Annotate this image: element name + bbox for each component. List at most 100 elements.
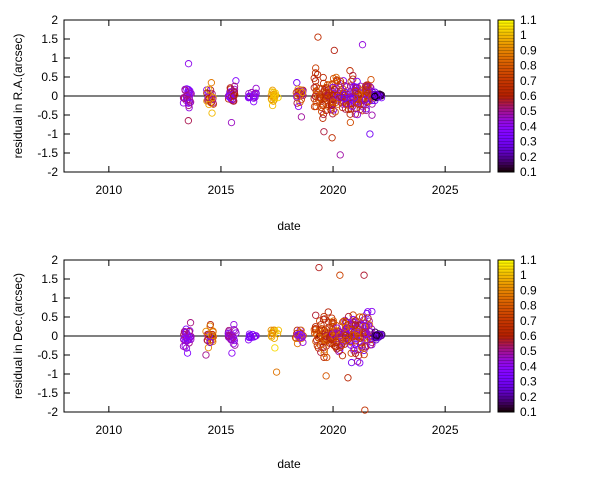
colorbar-tick-label: 0.4 xyxy=(520,119,537,133)
data-point xyxy=(349,71,357,80)
colorbar-tick-label: 0.9 xyxy=(520,43,537,57)
data-point xyxy=(320,128,328,136)
data-point xyxy=(311,325,320,333)
data-point xyxy=(227,335,235,343)
data-point xyxy=(352,317,360,325)
data-point xyxy=(355,313,364,321)
data-point xyxy=(351,340,360,348)
data-point xyxy=(353,357,362,366)
colorbar-segment xyxy=(498,108,514,112)
colorbar-segment xyxy=(498,305,514,309)
data-point xyxy=(183,91,191,100)
data-point xyxy=(274,326,283,334)
data-point xyxy=(322,88,330,97)
colorbar-segment xyxy=(498,368,514,372)
y-tick-label: 1 xyxy=(51,51,58,65)
x-tick-label: 2015 xyxy=(208,183,235,197)
data-point xyxy=(293,93,301,101)
data-point xyxy=(230,335,238,343)
data-point xyxy=(224,92,233,101)
colorbar-segment xyxy=(498,85,514,89)
colorbar-tick-label: 0.7 xyxy=(520,74,537,88)
data-point xyxy=(249,94,258,102)
data-point xyxy=(267,326,275,334)
data-point xyxy=(364,314,372,322)
x-tick-label: 2025 xyxy=(432,183,459,197)
colorbar-tick-label: 0.8 xyxy=(520,299,537,313)
colorbar-segment xyxy=(498,78,514,82)
colorbar-segment xyxy=(498,65,514,69)
data-point xyxy=(313,70,322,79)
colorbar-segment xyxy=(498,47,514,51)
data-point xyxy=(329,106,337,114)
data-point xyxy=(298,332,306,340)
colorbar-segment xyxy=(498,166,514,170)
colorbar-segment xyxy=(498,315,514,319)
y-tick-label: -1 xyxy=(47,367,58,381)
y-tick-label: -1.5 xyxy=(37,146,58,160)
y-tick-label: 1.5 xyxy=(41,32,58,46)
data-point xyxy=(179,99,188,107)
data-point xyxy=(329,83,337,92)
data-point xyxy=(202,327,210,336)
data-point xyxy=(247,333,256,342)
data-point xyxy=(366,83,374,91)
data-point xyxy=(350,347,358,355)
data-point xyxy=(319,73,327,82)
data-point xyxy=(328,314,336,322)
colorbar-segment xyxy=(498,366,514,370)
data-point xyxy=(312,87,321,96)
data-point xyxy=(274,93,282,102)
data-point xyxy=(332,343,340,351)
colorbar-segment xyxy=(498,70,514,74)
data-point xyxy=(319,114,327,122)
data-point xyxy=(329,98,338,106)
data-point xyxy=(344,374,352,382)
colorbar-segment xyxy=(498,336,514,339)
colorbar-segment xyxy=(498,20,514,23)
data-point xyxy=(179,342,188,350)
colorbar-segment xyxy=(498,287,514,291)
data-point xyxy=(354,100,363,108)
data-point xyxy=(323,353,331,362)
data-point xyxy=(320,353,328,362)
colorbar-segment xyxy=(498,325,514,329)
colorbar-segment xyxy=(498,376,514,380)
colorbar-segment xyxy=(498,45,514,49)
data-point xyxy=(347,358,356,367)
data-point xyxy=(363,330,371,338)
colorbar-segment xyxy=(498,338,514,342)
ra-x-axis-label: date xyxy=(277,219,301,233)
data-point xyxy=(226,330,234,338)
data-point xyxy=(268,96,276,104)
data-point xyxy=(351,87,359,95)
colorbar-segment xyxy=(498,25,514,28)
colorbar-segment xyxy=(498,159,514,163)
data-point xyxy=(324,308,332,316)
y-tick-label: 1.5 xyxy=(41,272,58,286)
colorbar-segment xyxy=(498,361,514,365)
colorbar-segment xyxy=(498,396,514,400)
colorbar-segment xyxy=(498,320,514,324)
colorbar-segment xyxy=(498,265,514,268)
data-point xyxy=(205,100,213,109)
colorbar-tick-label: 0.3 xyxy=(520,375,537,389)
colorbar-tick-label: 1 xyxy=(520,28,527,42)
data-point xyxy=(356,359,364,367)
colorbar-segment xyxy=(498,310,514,314)
colorbar-segment xyxy=(498,303,514,306)
colorbar-segment xyxy=(498,35,514,39)
colorbar-segment xyxy=(498,260,514,263)
data-point xyxy=(358,41,367,49)
colorbar: 0.10.20.3 0.40.50.60.70.8 0.911.1 xyxy=(497,253,537,419)
data-point xyxy=(245,89,253,98)
data-point xyxy=(186,319,195,327)
data-point xyxy=(327,106,335,114)
colorbar-tick-label: 0.1 xyxy=(520,165,537,179)
colorbar-segment xyxy=(498,126,514,130)
data-point xyxy=(187,89,195,98)
data-point xyxy=(294,102,303,111)
x-tick-label: 2020 xyxy=(320,423,347,437)
data-point xyxy=(351,321,360,329)
colorbar-segment xyxy=(498,40,514,44)
